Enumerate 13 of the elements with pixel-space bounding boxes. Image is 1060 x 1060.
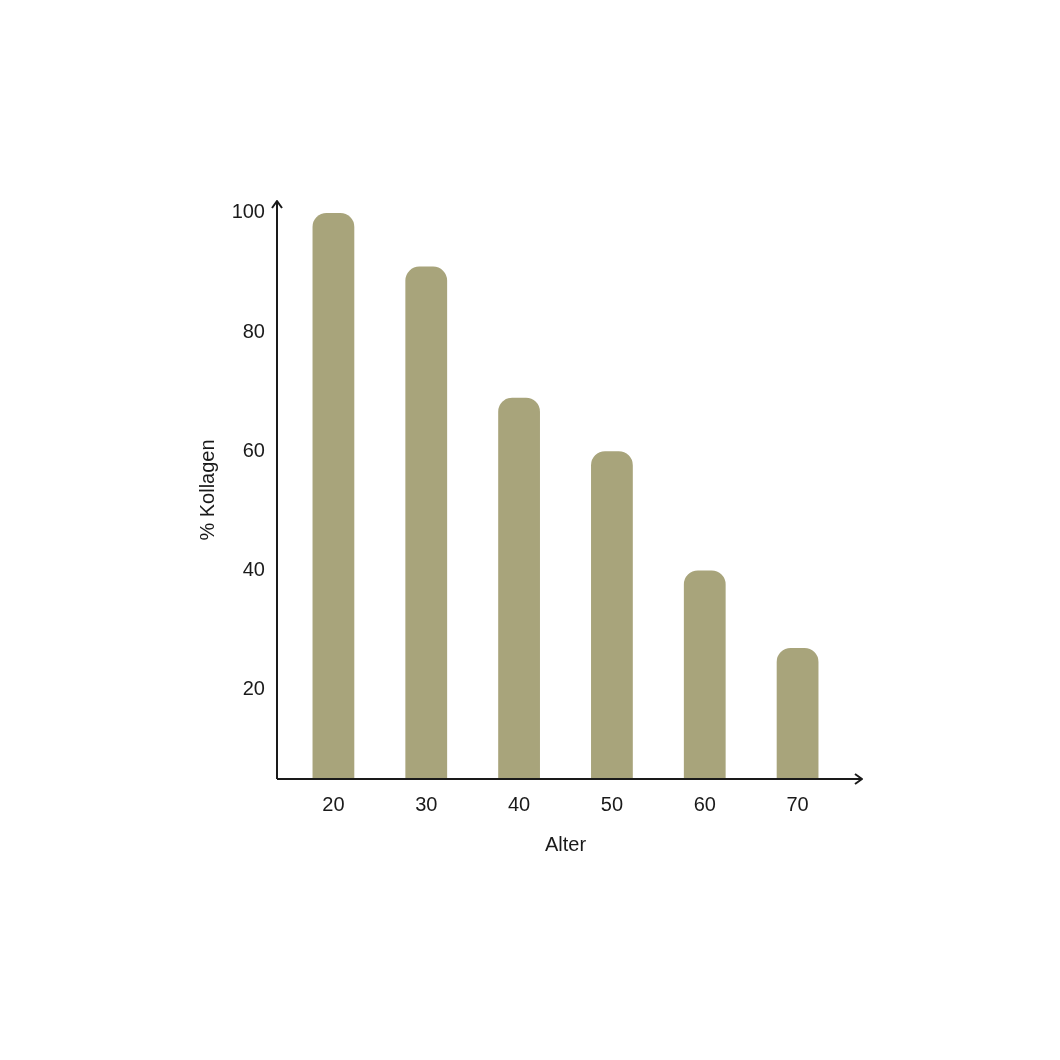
x-tick-label: 60 <box>693 792 716 815</box>
y-tick-label: 40 <box>242 557 265 580</box>
x-axis-title: Alter <box>544 832 587 855</box>
y-axis-title: % Kollagen <box>195 439 218 541</box>
y-tick-label: 80 <box>242 319 265 342</box>
y-tick-label: 100 <box>231 200 265 223</box>
x-tick-label: 30 <box>415 792 438 815</box>
x-tick-label: 20 <box>322 792 345 815</box>
x-tick-label: 70 <box>786 792 809 815</box>
x-tick-label: 50 <box>600 792 624 815</box>
y-tick-label: 60 <box>242 438 265 461</box>
y-tick-label: 20 <box>242 677 265 700</box>
x-tick-label: 40 <box>507 792 531 815</box>
